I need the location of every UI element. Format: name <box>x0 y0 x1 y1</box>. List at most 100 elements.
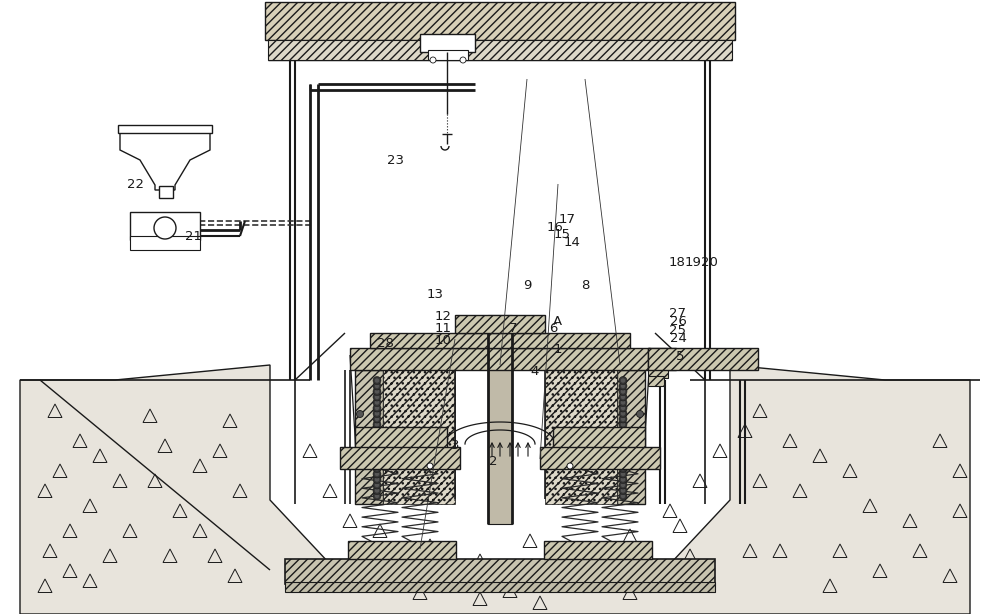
Circle shape <box>374 477 380 482</box>
Polygon shape <box>20 365 970 614</box>
Circle shape <box>619 404 627 412</box>
Circle shape <box>374 483 380 488</box>
Circle shape <box>373 421 381 429</box>
Text: 14: 14 <box>564 236 580 249</box>
Circle shape <box>620 378 626 383</box>
Circle shape <box>356 411 364 418</box>
Circle shape <box>373 470 381 478</box>
Circle shape <box>620 488 626 493</box>
Bar <box>617 370 645 504</box>
Circle shape <box>620 438 626 443</box>
Circle shape <box>374 433 380 438</box>
Text: 24: 24 <box>670 332 686 346</box>
Circle shape <box>373 465 381 473</box>
Bar <box>420 34 475 52</box>
Circle shape <box>430 57 436 63</box>
Text: 27: 27 <box>670 306 686 320</box>
Circle shape <box>374 444 380 449</box>
Circle shape <box>374 411 380 416</box>
Circle shape <box>373 437 381 445</box>
Bar <box>648 376 664 386</box>
Text: 23: 23 <box>386 154 404 168</box>
Bar <box>544 541 652 559</box>
Circle shape <box>619 470 627 478</box>
Circle shape <box>619 376 627 384</box>
Circle shape <box>373 448 381 456</box>
Bar <box>285 582 715 592</box>
Text: 12: 12 <box>434 309 452 323</box>
Circle shape <box>373 382 381 390</box>
Bar <box>265 2 735 40</box>
Text: 19: 19 <box>685 256 701 270</box>
Circle shape <box>373 387 381 395</box>
Bar <box>455 315 545 333</box>
Bar <box>159 186 173 198</box>
Circle shape <box>373 393 381 401</box>
Circle shape <box>620 384 626 389</box>
Bar <box>130 236 200 250</box>
Circle shape <box>374 422 380 427</box>
Circle shape <box>619 465 627 473</box>
Circle shape <box>620 466 626 471</box>
Circle shape <box>620 427 626 432</box>
Circle shape <box>620 389 626 394</box>
Circle shape <box>373 404 381 412</box>
Text: 20: 20 <box>701 256 717 270</box>
Bar <box>648 348 676 370</box>
Bar <box>370 333 630 348</box>
Bar <box>118 125 212 133</box>
Circle shape <box>620 411 626 416</box>
Circle shape <box>374 438 380 443</box>
Circle shape <box>619 410 627 418</box>
Circle shape <box>620 483 626 488</box>
Text: 15: 15 <box>554 228 570 241</box>
Polygon shape <box>120 130 210 190</box>
Circle shape <box>373 486 381 494</box>
Circle shape <box>373 481 381 489</box>
Circle shape <box>619 432 627 440</box>
Bar <box>488 315 512 524</box>
Circle shape <box>374 405 380 411</box>
Circle shape <box>619 382 627 390</box>
Circle shape <box>373 459 381 467</box>
Bar <box>648 368 668 378</box>
Circle shape <box>637 411 644 418</box>
Circle shape <box>374 389 380 394</box>
Circle shape <box>373 475 381 483</box>
Circle shape <box>373 443 381 451</box>
Circle shape <box>620 449 626 454</box>
Bar <box>348 541 456 559</box>
Text: A: A <box>552 314 562 328</box>
Bar <box>130 212 200 240</box>
Circle shape <box>154 217 176 239</box>
Text: 2: 2 <box>489 455 497 468</box>
Circle shape <box>620 395 626 400</box>
Circle shape <box>374 400 380 405</box>
Bar <box>285 559 715 584</box>
Bar <box>350 348 650 370</box>
Text: 28: 28 <box>377 337 393 351</box>
Circle shape <box>619 481 627 489</box>
Circle shape <box>373 432 381 440</box>
Circle shape <box>373 410 381 418</box>
Circle shape <box>374 455 380 460</box>
Circle shape <box>620 422 626 427</box>
Circle shape <box>374 427 380 432</box>
Circle shape <box>620 405 626 411</box>
Bar <box>648 348 758 370</box>
Circle shape <box>619 437 627 445</box>
Circle shape <box>620 416 626 421</box>
Text: 13: 13 <box>426 288 444 301</box>
Circle shape <box>620 472 626 476</box>
Circle shape <box>619 448 627 456</box>
Circle shape <box>373 426 381 434</box>
Text: 9: 9 <box>523 279 531 292</box>
Circle shape <box>620 477 626 482</box>
Circle shape <box>619 387 627 395</box>
Text: 4: 4 <box>531 365 539 378</box>
Text: 26: 26 <box>670 315 686 328</box>
Circle shape <box>567 463 573 469</box>
Text: 8: 8 <box>581 279 589 292</box>
Text: 22: 22 <box>126 177 144 191</box>
Circle shape <box>620 494 626 499</box>
